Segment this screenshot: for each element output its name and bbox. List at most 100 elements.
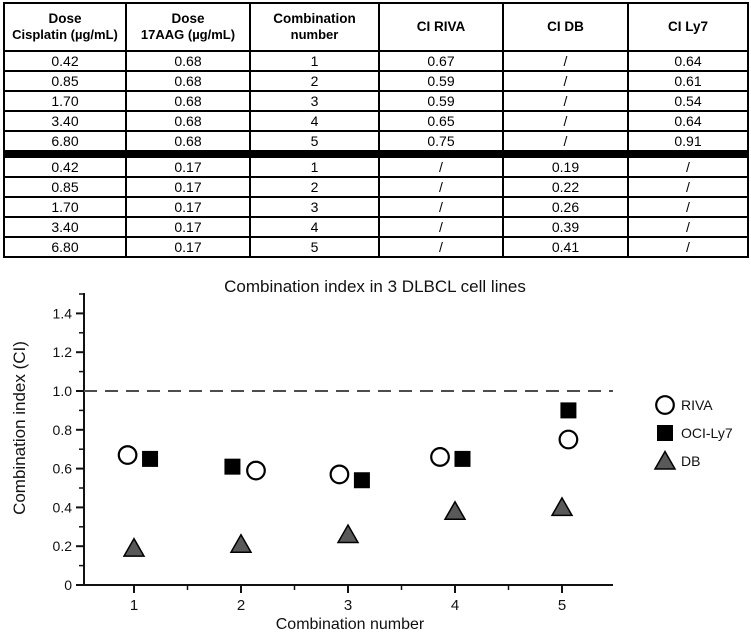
chart-title: Combination index in 3 DLBCL cell lines — [224, 277, 526, 296]
table-row: 0.85 0.17 2/0.22/ — [3, 176, 749, 198]
table-cell: 1 — [249, 156, 380, 178]
table-cell: 0.54 — [627, 90, 749, 112]
ci-chart: Combination index in 3 DLBCL cell lines C… — [10, 277, 733, 633]
table-cell: 4 — [249, 216, 380, 238]
ci-data-table: Dose Cisplatin (µg/mL) Dose 17AAG (µg/mL) Co… — [3, 2, 749, 258]
column-header-line1: Dose — [48, 10, 82, 26]
table-cell: 0.59 — [378, 90, 504, 112]
x-axis-title: Combination number — [276, 616, 425, 633]
table-cell: 1.70 — [3, 90, 127, 112]
table-row: 0.42 0.68 1 0.67/0.64 — [3, 50, 749, 72]
point-OCI-Ly7 — [454, 450, 471, 467]
table-cell: 4 — [249, 110, 380, 132]
table-cell: / — [502, 70, 629, 92]
table-cell: 0.61 — [627, 70, 749, 92]
table-cell: 0.68 — [125, 130, 251, 152]
table-cell: 0.39 — [502, 216, 629, 238]
y-axis-title: Combination index (CI) — [10, 341, 29, 515]
header-row: Dose Cisplatin (µg/mL) Dose 17AAG (µg/mL) Co… — [3, 2, 749, 52]
table-cell: 5 — [249, 236, 380, 258]
table-cell: / — [627, 196, 749, 218]
group-divider-bar — [3, 150, 749, 158]
table-body: 0.42 0.68 1 0.67/0.64 0.85 0.68 2 0.59/0.61 1.70… — [3, 50, 749, 258]
legend-marker-RIVA — [655, 395, 675, 415]
legend-label: RIVA — [681, 397, 713, 413]
table-cell: / — [378, 236, 504, 258]
legend-label: DB — [681, 453, 700, 469]
y-tick-label: 0.4 — [53, 499, 73, 515]
table-cell: 5 — [249, 130, 380, 152]
point-OCI-Ly7 — [353, 472, 370, 489]
point-OCI-Ly7 — [560, 402, 577, 419]
point-DB — [122, 537, 146, 557]
y-tick-label: 0 — [64, 577, 72, 593]
column-header-line1: Combination — [273, 10, 356, 26]
table-cell: / — [378, 176, 504, 198]
table-cell: / — [378, 196, 504, 218]
column-header: Combination number — [249, 2, 380, 52]
point-DB — [336, 523, 360, 544]
x-tick-label: 5 — [558, 597, 566, 614]
point-DB — [550, 496, 574, 517]
legend-marker-DB — [653, 449, 677, 470]
point-RIVA — [430, 447, 450, 467]
table-cell: 0.19 — [502, 156, 629, 178]
table-row: 1.70 0.68 3 0.59/0.54 — [3, 90, 749, 112]
table-cell: 0.26 — [502, 196, 629, 218]
table-cell: 0.41 — [502, 236, 629, 258]
table-cell: 3 — [249, 196, 380, 218]
table-cell: 0.75 — [378, 130, 504, 152]
table-cell: 0.42 — [3, 156, 127, 178]
group-divider — [3, 150, 749, 158]
table-cell: 0.64 — [627, 50, 749, 72]
table-cell: / — [627, 176, 749, 198]
table-row: 6.80 0.17 5/0.41/ — [3, 236, 749, 258]
x-tick-label: 4 — [451, 597, 459, 614]
table-cell: 2 — [249, 176, 380, 198]
table-cell: / — [502, 110, 629, 132]
column-header: Dose 17AAG (µg/mL) — [125, 2, 251, 52]
table-cell: / — [627, 216, 749, 238]
column-header-line2: number — [290, 27, 339, 43]
table-cell: 0.85 — [3, 176, 127, 198]
column-header: CI RIVA — [378, 2, 504, 52]
table-cell: / — [627, 156, 749, 178]
table-cell: 0.17 — [125, 196, 251, 218]
column-header: Dose Cisplatin (µg/mL) — [3, 2, 127, 52]
y-tick-label: 1.4 — [53, 305, 73, 321]
table-header: Dose Cisplatin (µg/mL) Dose 17AAG (µg/mL) Co… — [3, 2, 749, 52]
table-cell: 1 — [249, 50, 380, 72]
table-cell: / — [502, 90, 629, 112]
x-tick-label: 1 — [130, 597, 138, 614]
table-cell: / — [502, 50, 629, 72]
table-cell: 0.91 — [627, 130, 749, 152]
point-OCI-Ly7 — [142, 450, 159, 467]
y-tick-label: 0.2 — [53, 538, 73, 554]
table-row: 6.80 0.68 5 0.75/0.91 — [3, 130, 749, 152]
table-cell: 6.80 — [3, 130, 127, 152]
table-cell: 0.17 — [125, 176, 251, 198]
table-cell: 0.65 — [378, 110, 504, 132]
table-cell: 0.67 — [378, 50, 504, 72]
point-DB — [443, 500, 467, 521]
table-cell: 0.68 — [125, 70, 251, 92]
table-cell: / — [378, 156, 504, 178]
point-DB — [229, 533, 253, 554]
table-cell: / — [378, 216, 504, 238]
x-tick-label: 3 — [344, 597, 352, 614]
x-tick-label: 2 — [237, 597, 245, 614]
point-OCI-Ly7 — [224, 458, 241, 475]
column-header: CI DB — [502, 2, 629, 52]
point-RIVA — [558, 429, 579, 450]
table-row: 1.70 0.17 3/0.26/ — [3, 196, 749, 218]
table-row: 0.85 0.68 2 0.59/0.61 — [3, 70, 749, 92]
y-tick-label: 0.8 — [53, 422, 73, 438]
point-RIVA — [246, 460, 266, 481]
legend-marker-OCI-Ly7 — [657, 425, 673, 441]
column-header-line1: Dose — [171, 10, 205, 26]
table-cell: 0.17 — [125, 236, 251, 258]
table-row: 0.42 0.17 1/0.19/ — [3, 156, 749, 178]
column-header-line2: Cisplatin (µg/mL) — [12, 27, 118, 43]
table-cell: 0.42 — [3, 50, 127, 72]
